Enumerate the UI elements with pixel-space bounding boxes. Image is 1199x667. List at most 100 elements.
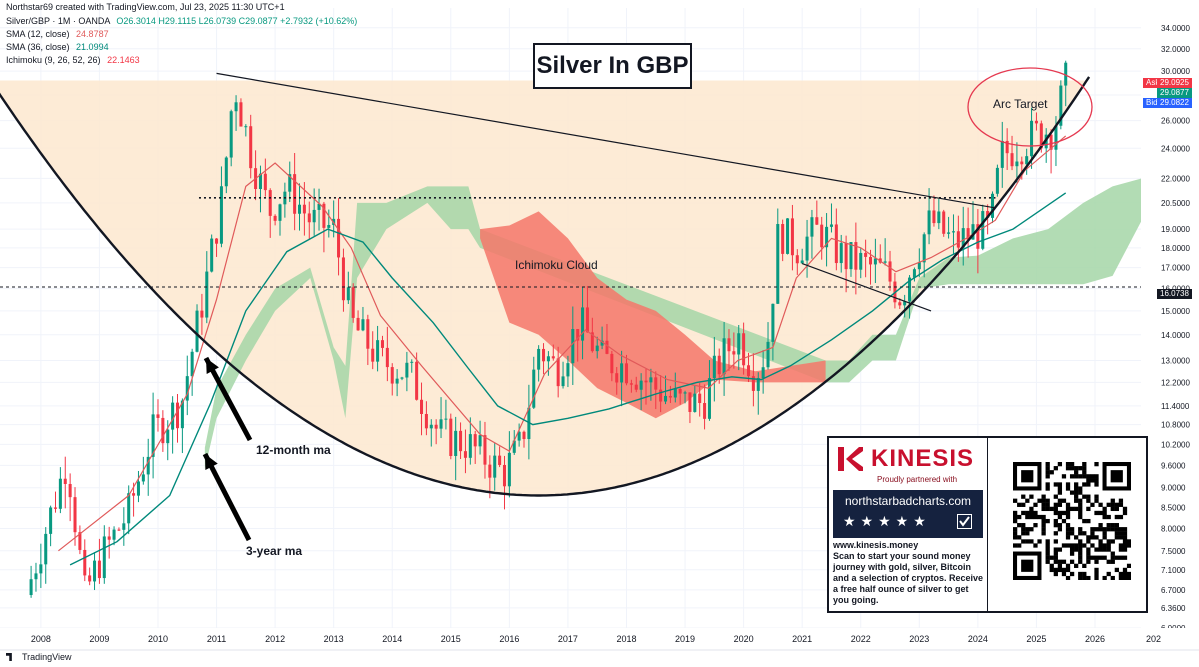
- sma36-legend[interactable]: SMA (36, close) 21.0994: [6, 42, 109, 53]
- qr-module: [1013, 543, 1018, 548]
- candle: [405, 351, 409, 392]
- candle-body: [190, 351, 194, 377]
- qr-module: [1041, 494, 1046, 499]
- qr-module: [1065, 514, 1071, 520]
- candle: [63, 456, 67, 509]
- qr-module: [1033, 502, 1038, 507]
- candle: [815, 200, 819, 226]
- candle: [1010, 135, 1014, 171]
- candle-body: [859, 252, 863, 270]
- qr-module: [1098, 539, 1103, 544]
- promo-left-panel: KINESIS Proudly partnered with northstar…: [829, 438, 988, 611]
- candle: [942, 209, 946, 237]
- candle: [361, 306, 365, 332]
- qr-module: [1041, 527, 1046, 532]
- candle-body: [273, 215, 277, 221]
- candle-body: [454, 430, 458, 456]
- qr-module: [1074, 470, 1079, 475]
- candle: [620, 350, 624, 407]
- qr-module: [1057, 486, 1063, 491]
- qr-module: [1082, 575, 1087, 580]
- candle-body: [815, 217, 819, 225]
- sma12-legend[interactable]: SMA (12, close) 24.8787: [6, 29, 109, 40]
- qr-module: [1045, 547, 1050, 552]
- candle-body: [908, 277, 912, 302]
- tradingview-logo[interactable]: TradingView: [6, 652, 72, 662]
- candle-body: [820, 224, 824, 248]
- candle: [1025, 148, 1029, 175]
- qr-module: [1090, 543, 1095, 548]
- qr-module: [1126, 571, 1131, 577]
- qr-module: [1110, 539, 1115, 544]
- candle: [644, 368, 648, 405]
- candle-body: [883, 261, 887, 263]
- qr-module: [1045, 506, 1050, 512]
- candle: [239, 98, 243, 127]
- qr-module: [1041, 498, 1046, 503]
- candle: [366, 314, 370, 366]
- candle: [39, 543, 43, 588]
- partner-name: northstarbadcharts.com: [844, 494, 972, 508]
- candle-body: [571, 329, 575, 364]
- time-axis-label: 2021: [792, 634, 812, 644]
- candle: [624, 354, 629, 386]
- marker-price: 16.0738: [1157, 289, 1192, 299]
- candle: [483, 421, 487, 479]
- candle: [1005, 128, 1009, 170]
- candle: [844, 235, 848, 293]
- candle: [805, 219, 809, 278]
- candle-body: [424, 413, 428, 429]
- candle: [668, 385, 672, 403]
- qr-module: [1049, 567, 1054, 573]
- qr-module: [1082, 543, 1087, 548]
- price-axis-label: 8.5000: [1161, 503, 1186, 512]
- candle-body: [942, 211, 946, 234]
- qr-module: [1045, 466, 1050, 471]
- candle: [337, 198, 341, 276]
- qr-module: [1122, 555, 1128, 560]
- ichimoku-legend[interactable]: Ichimoku (9, 26, 52, 26) 22.1463: [6, 55, 140, 66]
- qr-code-icon[interactable]: [1013, 462, 1131, 580]
- qr-module: [1094, 547, 1099, 552]
- qr-module: [1122, 547, 1128, 552]
- qr-module: [1118, 543, 1124, 548]
- qr-module: [1078, 502, 1083, 507]
- candle: [502, 455, 506, 510]
- qr-module: [1045, 555, 1050, 560]
- candle: [581, 287, 585, 360]
- promo-url[interactable]: www.kinesis.money: [833, 540, 919, 550]
- qr-module: [1069, 474, 1075, 479]
- kinesis-wordmark: KINESIS: [871, 445, 975, 472]
- qr-module: [1049, 555, 1054, 560]
- candle-body: [385, 347, 389, 368]
- candle-body: [376, 340, 380, 362]
- qr-module: [1053, 502, 1058, 507]
- qr-module: [1082, 571, 1087, 577]
- candle: [1015, 142, 1019, 183]
- symbol-name: Silver/GBP · 1M · OANDA: [6, 16, 110, 26]
- price-axis-label: 15.0000: [1161, 307, 1190, 316]
- candle: [951, 214, 955, 255]
- qr-module: [1049, 506, 1054, 512]
- candle-body: [151, 414, 155, 457]
- symbol-legend[interactable]: Silver/GBP · 1M · OANDA O26.3014 H29.111…: [6, 16, 357, 27]
- qr-module: [1094, 571, 1099, 577]
- qr-module: [1061, 559, 1067, 564]
- qr-module: [1053, 571, 1058, 577]
- qr-module: [1041, 518, 1046, 524]
- qr-module: [1017, 523, 1022, 528]
- qr-module: [1106, 547, 1111, 552]
- sma36-line: [69, 192, 1067, 566]
- candle: [722, 321, 726, 396]
- candle: [732, 332, 736, 369]
- qr-module: [1118, 502, 1124, 507]
- candle-body: [185, 376, 189, 401]
- chart-credit: Northstar69 created with TradingView.com…: [6, 2, 285, 12]
- qr-module: [1102, 575, 1107, 580]
- candle: [297, 183, 302, 231]
- candle-body: [673, 388, 677, 398]
- kinesis-promo[interactable]: KINESIS Proudly partnered with northstar…: [827, 436, 1148, 613]
- qr-module: [1118, 555, 1124, 560]
- price-axis-label: 20.5000: [1161, 199, 1190, 208]
- qr-module: [1082, 474, 1087, 479]
